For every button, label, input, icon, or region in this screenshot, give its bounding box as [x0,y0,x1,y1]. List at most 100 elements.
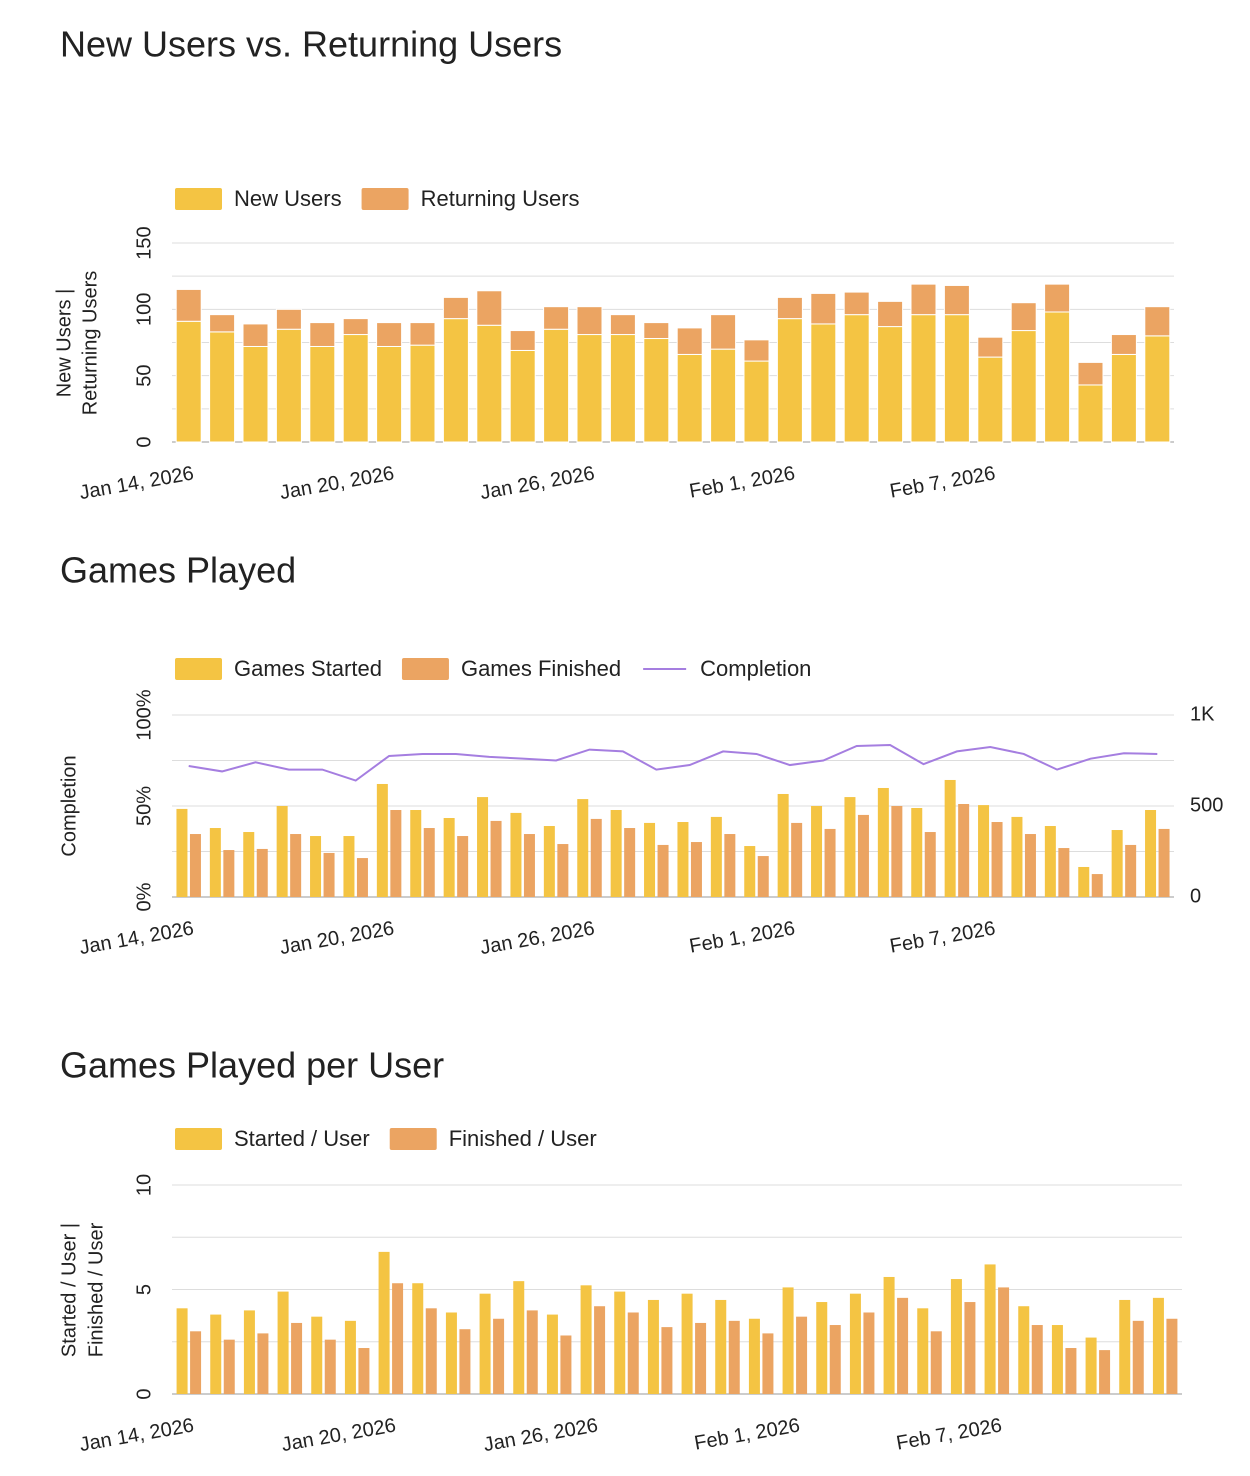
x-tick-label: Feb 1, 2026 [688,462,797,502]
y2-tick-label: 1K [1190,703,1215,725]
bar [791,822,803,897]
bar [1145,810,1157,897]
bar [543,306,570,330]
x-tick-label: Feb 7, 2026 [888,462,997,502]
bar [358,1348,370,1394]
bar [1018,1306,1030,1394]
bar [557,844,569,897]
bar [324,1339,336,1394]
bar [743,339,770,362]
bar [877,787,889,897]
bar [643,338,670,443]
chart-title: New Users vs. Returning Users [60,24,562,65]
bar [580,1285,592,1394]
bar [1031,1325,1043,1394]
bar [977,356,1004,443]
legend-swatch [175,1128,222,1150]
bar [657,844,669,897]
bar [796,1316,808,1394]
bar [944,779,956,897]
chart-title: Games Played per User [60,1045,444,1086]
bar [695,1322,707,1394]
bar [757,856,769,897]
y2-tick-label: 500 [1190,794,1223,816]
bar [777,793,789,897]
bar [1011,816,1023,897]
bar [409,322,436,346]
bar [991,822,1003,897]
bar [1077,361,1104,386]
bar [392,1283,404,1394]
bar [1099,1350,1111,1394]
bar [476,324,503,443]
y-axis-title: Finished / User [85,1222,107,1357]
bar [459,1329,471,1394]
bar [443,818,455,897]
bar [256,848,268,897]
bar [356,858,368,897]
x-tick-label: Feb 1, 2026 [693,1414,802,1454]
x-tick-label: Feb 7, 2026 [895,1414,1004,1454]
bar [176,1308,188,1394]
bar [1077,384,1104,443]
bar [958,803,970,897]
bar [560,1335,572,1394]
bar [1058,848,1070,897]
bar [677,822,689,897]
bar [189,834,201,897]
bar [762,1333,774,1394]
bar [310,836,322,897]
bar [614,1291,626,1394]
bar [223,850,235,897]
bar [710,816,722,897]
y-axis-title: Returning Users [79,271,101,416]
bar [209,828,221,897]
bar [844,797,856,897]
y-tick-label: 10 [133,1174,155,1196]
bar [1065,1348,1077,1394]
bar [309,322,336,347]
bar [843,291,870,316]
bar [257,1333,269,1394]
bar [950,1279,962,1394]
y-tick-label: 150 [133,226,155,259]
bar [891,806,903,897]
bar [479,1293,491,1394]
bar [1125,844,1137,897]
bar [190,1331,202,1394]
bar [490,820,502,897]
bar [1051,1325,1063,1394]
bar [1010,302,1037,332]
bar [782,1287,794,1394]
bar [1044,283,1071,313]
bar [978,805,990,897]
bar [543,826,555,897]
y-tick-label: 100 [133,293,155,326]
bar [493,1318,505,1394]
bar [748,1318,760,1394]
bar [577,799,589,897]
bar [291,1322,303,1394]
bar [376,783,388,897]
bar [1119,1299,1131,1394]
chart: Games Played per User Started / User Finis… [58,1045,1182,1456]
bar [1166,1318,1178,1394]
bar [457,836,469,897]
bar [829,1325,841,1394]
bar [378,1251,390,1394]
bar [576,334,603,443]
bar [1158,828,1170,897]
bar [409,344,436,443]
bar [681,1293,693,1394]
bar [425,1308,437,1394]
bar [209,314,236,333]
bar [877,326,904,443]
bar [690,842,702,897]
bar [857,814,869,897]
bar [776,296,803,320]
bar [412,1283,424,1394]
bar [943,284,970,316]
bar [811,806,823,897]
bar [897,1297,909,1394]
